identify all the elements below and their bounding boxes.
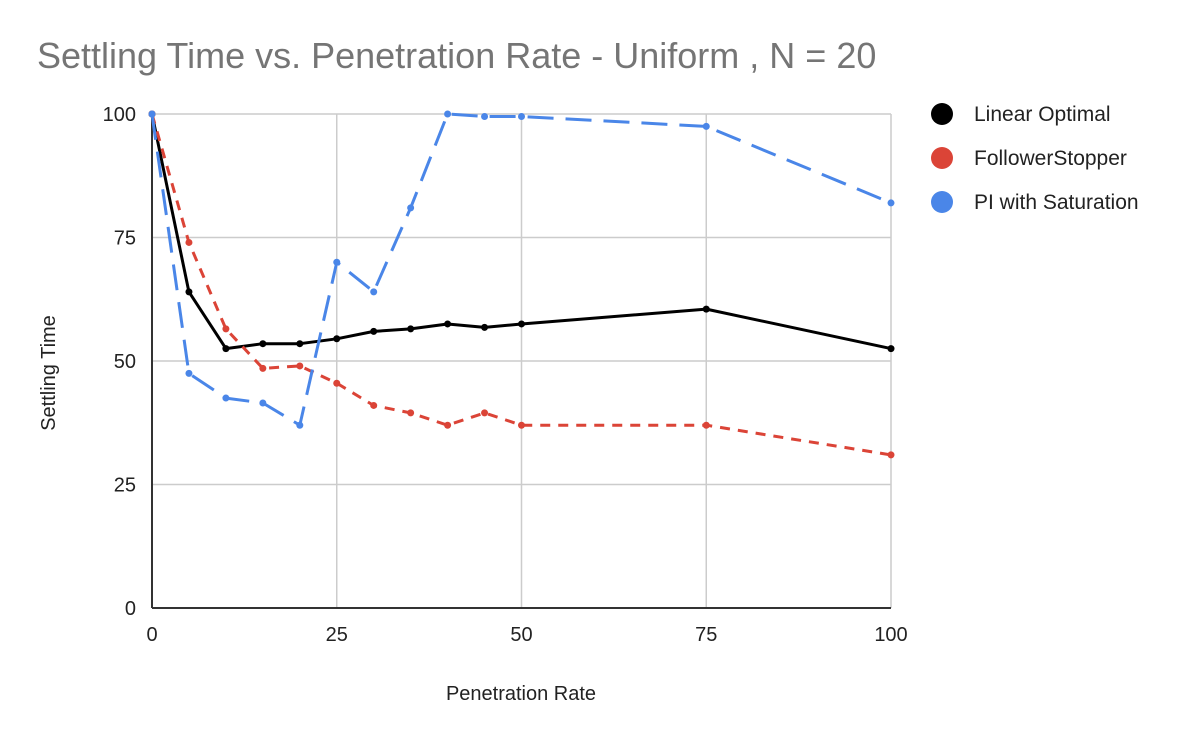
legend-marker-linear-optimal	[931, 103, 953, 125]
data-point-followerstopper-5	[185, 238, 193, 246]
y-tick-label-25: 25	[114, 475, 136, 497]
legend-marker-followerstopper	[931, 147, 953, 169]
data-point-linear-optimal-10	[222, 345, 230, 353]
axes: 0 25 50 75 100 0 25 50 75 100	[103, 104, 908, 646]
x-tick-label-25: 25	[326, 624, 348, 646]
y-tick-label-75: 75	[114, 228, 136, 250]
data-point-linear-optimal-75	[702, 305, 710, 313]
data-point-pi-with-saturation-5	[185, 369, 193, 377]
data-point-linear-optimal-20	[296, 340, 304, 348]
x-tick-label-100: 100	[874, 624, 907, 646]
data-point-pi-with-saturation-0	[148, 110, 156, 118]
data-point-linear-optimal-50	[518, 320, 525, 328]
data-point-linear-optimal-45	[481, 323, 489, 331]
data-point-pi-with-saturation-25	[333, 258, 341, 266]
x-tick-label-75: 75	[695, 624, 717, 646]
data-point-linear-optimal-15	[259, 340, 267, 348]
y-tick-label-50: 50	[114, 351, 136, 373]
data-point-linear-optimal-30	[370, 327, 378, 335]
y-tick-label-0: 0	[125, 598, 136, 620]
data-point-followerstopper-30	[370, 401, 378, 409]
data-point-followerstopper-20	[296, 362, 304, 370]
data-point-followerstopper-35	[407, 409, 415, 417]
data-point-linear-optimal-100	[887, 345, 895, 353]
legend: Linear Optimal FollowerStopper PI with Sat…	[931, 103, 1139, 214]
data-point-linear-optimal-35	[407, 325, 415, 333]
legend-label-followerstopper: FollowerStopper	[974, 147, 1127, 170]
series-lines	[148, 110, 895, 459]
legend-item-linear-optimal: Linear Optimal	[931, 103, 1111, 126]
data-point-linear-optimal-25	[333, 335, 341, 343]
gridlines	[152, 113, 892, 608]
data-point-pi-with-saturation-30	[370, 288, 378, 296]
data-point-pi-with-saturation-35	[407, 204, 415, 212]
x-tick-label-0: 0	[146, 624, 157, 646]
data-point-linear-optimal-5	[185, 288, 193, 296]
y-tick-label-100: 100	[103, 104, 136, 126]
data-point-pi-with-saturation-100	[887, 199, 895, 207]
data-point-linear-optimal-40	[444, 320, 452, 328]
legend-label-linear-optimal: Linear Optimal	[974, 103, 1111, 126]
chart-title: Settling Time vs. Penetration Rate - Uni…	[37, 35, 876, 76]
legend-item-pi-with-saturation: PI with Saturation	[931, 191, 1139, 214]
y-axis-label: Settling Time	[38, 315, 60, 431]
data-point-followerstopper-10	[222, 325, 230, 333]
legend-item-followerstopper: FollowerStopper	[931, 147, 1127, 170]
data-point-followerstopper-15	[259, 364, 267, 372]
data-point-followerstopper-75	[702, 421, 710, 429]
x-axis-label: Penetration Rate	[446, 683, 596, 705]
data-point-followerstopper-40	[444, 421, 452, 429]
legend-label-pi-with-saturation: PI with Saturation	[974, 191, 1139, 214]
data-point-pi-with-saturation-20	[296, 421, 304, 429]
data-point-pi-with-saturation-10	[222, 394, 230, 402]
data-point-pi-with-saturation-50	[518, 112, 525, 120]
legend-marker-pi-with-saturation	[931, 191, 953, 213]
data-point-pi-with-saturation-40	[444, 110, 452, 118]
data-point-pi-with-saturation-15	[259, 399, 267, 407]
data-point-followerstopper-25	[333, 379, 341, 387]
data-point-followerstopper-45	[481, 409, 489, 417]
data-point-pi-with-saturation-75	[702, 122, 710, 130]
data-point-pi-with-saturation-45	[481, 112, 489, 120]
x-tick-label-50: 50	[510, 624, 532, 646]
data-point-followerstopper-50	[518, 421, 525, 429]
data-point-followerstopper-100	[887, 451, 895, 459]
series-pi-with-saturation	[148, 110, 895, 429]
